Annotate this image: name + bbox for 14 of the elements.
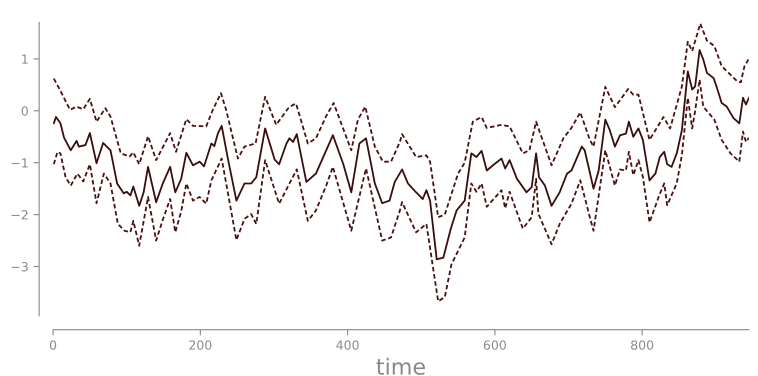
x-axis-title: time: [376, 358, 425, 375]
x-tick-label: 0: [50, 340, 56, 350]
line-series: [53, 49, 749, 260]
y-tick-label: −2: [12, 210, 28, 220]
x-tick-label: 200: [189, 340, 212, 350]
y-tick-label: −1: [12, 158, 28, 168]
line-series: [53, 78, 749, 302]
y-tick-label: 0: [22, 106, 28, 116]
x-tick-label: 800: [631, 340, 654, 350]
x-tick-label: 400: [336, 340, 359, 350]
line-series: [53, 22, 749, 218]
x-tick-label: 600: [484, 340, 506, 350]
y-tick-label: −3: [12, 262, 28, 272]
y-tick-label: 1: [22, 54, 28, 64]
